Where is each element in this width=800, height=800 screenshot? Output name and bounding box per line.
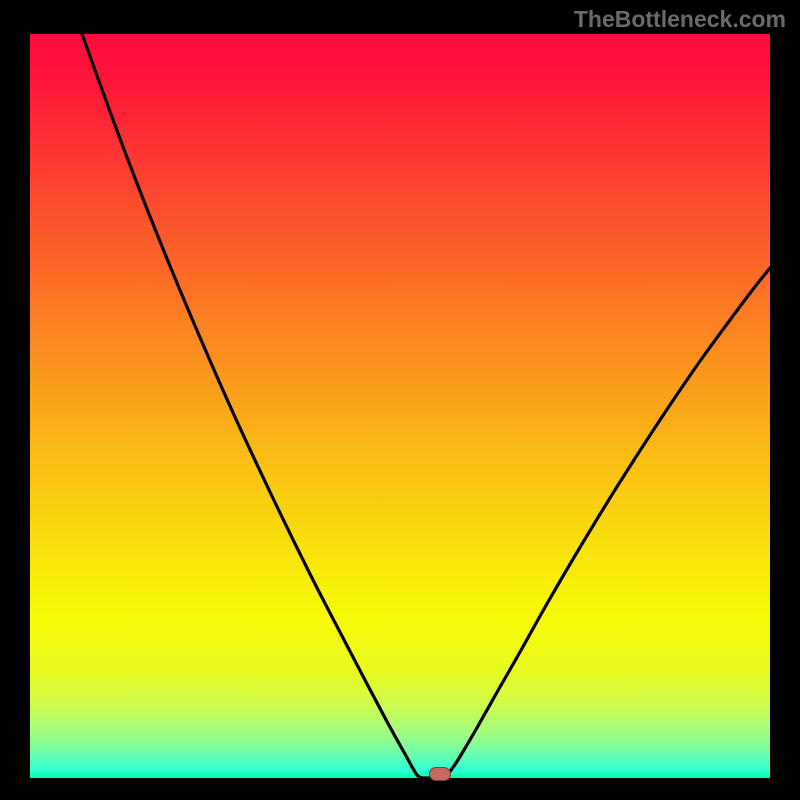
curve-left-branch bbox=[82, 34, 422, 778]
plot-area bbox=[30, 34, 770, 778]
bottleneck-curve bbox=[30, 34, 770, 778]
valley-marker bbox=[429, 767, 451, 781]
curve-right-branch bbox=[444, 268, 770, 778]
chart-frame: TheBottleneck.com bbox=[0, 0, 800, 800]
watermark-text: TheBottleneck.com bbox=[574, 6, 786, 33]
